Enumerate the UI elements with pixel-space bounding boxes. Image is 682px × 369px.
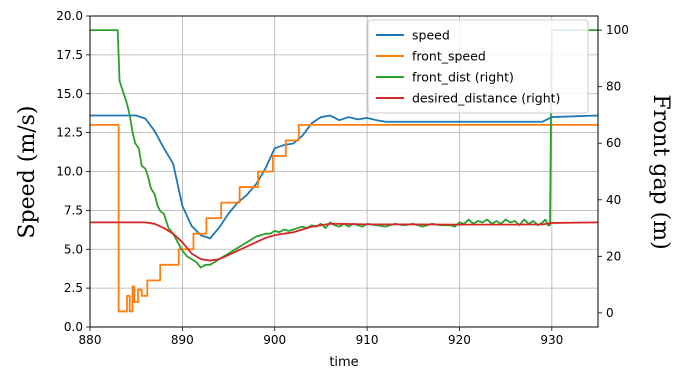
series-layer (90, 29, 599, 313)
y-right-tick-label: 20 (606, 249, 621, 263)
y-axis-label: Speed (m/s) (15, 106, 40, 239)
y-tick-label: 7.5 (64, 203, 83, 217)
y-axis-label-right: Front gap (m) (648, 94, 673, 249)
y-tick-label: 0.0 (64, 320, 83, 334)
y-tick-label: 17.5 (56, 48, 83, 62)
y-tick-label: 12.5 (56, 126, 83, 140)
y-right-tick-label: 60 (606, 136, 621, 150)
x-tick-label: 900 (263, 333, 286, 347)
y-axis-right: 0 20 40 60 80 100 (598, 23, 629, 320)
y-right-tick-label: 0 (606, 306, 614, 320)
y-right-tick-label: 80 (606, 80, 621, 94)
y-right-tick-label: 100 (606, 23, 629, 37)
x-tick-label: 890 (171, 333, 194, 347)
legend-box (367, 19, 589, 114)
legend-label: speed (412, 28, 450, 43)
series-line-desired-distance-right- (90, 221, 599, 262)
x-tick-label: 920 (448, 333, 471, 347)
series-line-front-speed (90, 123, 598, 313)
x-tick-label: 880 (79, 333, 102, 347)
y-right-tick-label: 40 (606, 193, 621, 207)
y-tick-label: 5.0 (64, 242, 83, 256)
legend-label: front_speed (412, 49, 486, 64)
y-tick-label: 15.0 (56, 87, 83, 101)
y-axis-left: 0.0 2.5 5.0 7.5 10.0 12.5 15.0 17.5 20.0 (56, 9, 90, 334)
x-tick-label: 930 (540, 333, 563, 347)
y-tick-label: 2.5 (64, 281, 83, 295)
x-axis: 880 890 900 910 920 930 (79, 327, 563, 347)
series-line-speed (90, 114, 599, 240)
legend-label: desired_distance (right) (412, 91, 560, 106)
legend: speed front_speed front_dist (right) desire… (367, 19, 589, 114)
x-tick-label: 910 (356, 333, 379, 347)
x-axis-label: time (329, 355, 358, 369)
legend-label: front_dist (right) (412, 70, 514, 85)
y-tick-label: 20.0 (56, 9, 83, 23)
y-tick-label: 10.0 (56, 165, 83, 179)
